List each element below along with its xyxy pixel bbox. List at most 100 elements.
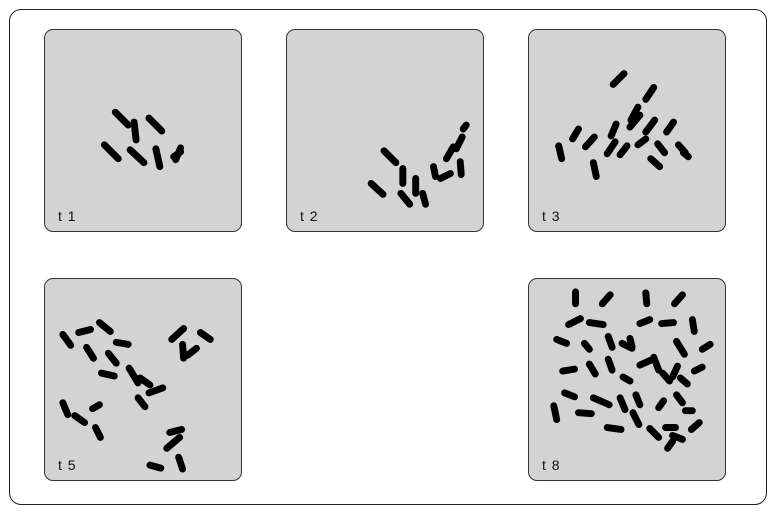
bacterium bbox=[673, 391, 686, 407]
bacterium bbox=[616, 394, 629, 414]
panel-t2: t 2 bbox=[286, 29, 484, 232]
bacterium bbox=[367, 179, 387, 198]
bacterium bbox=[642, 83, 658, 103]
bacterium bbox=[663, 118, 677, 136]
bacterium bbox=[130, 118, 140, 144]
bacterium bbox=[459, 121, 470, 133]
bacterium bbox=[575, 409, 595, 418]
bacteria-colony-t5 bbox=[59, 319, 214, 473]
time-label-t1: t 1 bbox=[58, 208, 77, 224]
bacterium bbox=[629, 409, 643, 429]
bacterium bbox=[604, 355, 616, 374]
bacterium bbox=[607, 120, 620, 140]
bacterium bbox=[626, 334, 636, 350]
bacterium bbox=[97, 369, 118, 380]
bacterium bbox=[603, 138, 619, 158]
bacterium bbox=[125, 364, 142, 387]
bacterium bbox=[112, 338, 132, 348]
bacterium bbox=[184, 344, 200, 359]
bacterium bbox=[196, 329, 214, 343]
bacterium bbox=[646, 425, 663, 441]
bacterium bbox=[397, 189, 414, 208]
bacterium bbox=[647, 155, 664, 171]
panel-t8: t 8 bbox=[528, 278, 726, 481]
time-label-t3: t 3 bbox=[542, 208, 561, 224]
bacterium bbox=[604, 332, 616, 351]
bacterium bbox=[380, 147, 400, 167]
bacterium bbox=[598, 291, 614, 308]
bacterium bbox=[654, 140, 669, 157]
bacterium bbox=[589, 394, 613, 409]
bacteria-colony-t1 bbox=[100, 108, 185, 171]
bacterium bbox=[111, 108, 132, 129]
bacteria-colony-t2 bbox=[367, 121, 470, 208]
bacterium bbox=[92, 424, 104, 441]
bacterium bbox=[636, 316, 654, 328]
bacteria-colony-t8 bbox=[550, 288, 714, 452]
bacterium bbox=[456, 158, 465, 179]
time-label-t5: t 5 bbox=[58, 457, 77, 473]
bacterium bbox=[634, 135, 650, 149]
bacterium bbox=[152, 145, 164, 171]
bacterium bbox=[136, 374, 154, 389]
bacterium bbox=[550, 402, 561, 424]
time-label-t2: t 2 bbox=[300, 208, 319, 224]
bacterium bbox=[642, 289, 651, 308]
bacterium bbox=[166, 426, 186, 436]
bacterium bbox=[632, 391, 644, 409]
panel-t1: t 1 bbox=[44, 29, 242, 232]
bacterium bbox=[676, 374, 691, 388]
bacterium bbox=[650, 353, 663, 374]
bacterium bbox=[134, 394, 149, 411]
bacterium bbox=[589, 159, 600, 180]
bacterium bbox=[585, 360, 599, 378]
bacterium bbox=[553, 335, 571, 347]
panel-t5: t 5 bbox=[44, 278, 242, 481]
bacterium bbox=[636, 356, 655, 369]
bacterium bbox=[146, 461, 165, 472]
bacterium bbox=[581, 133, 598, 151]
bacterium bbox=[179, 340, 188, 362]
bacterium bbox=[452, 133, 466, 153]
bacterium bbox=[655, 397, 668, 412]
bacterium bbox=[419, 189, 430, 208]
bacterium bbox=[430, 163, 439, 180]
bacterium bbox=[442, 143, 457, 163]
bacterium bbox=[659, 369, 674, 385]
bacterium bbox=[658, 319, 677, 328]
bacterium bbox=[83, 343, 97, 362]
bacterium bbox=[89, 401, 103, 413]
bacterium bbox=[616, 142, 631, 159]
bacteria-colony-t3 bbox=[555, 70, 692, 180]
bacterium bbox=[59, 399, 72, 419]
bacterium bbox=[671, 291, 686, 308]
bacterium bbox=[175, 453, 187, 473]
bacterium bbox=[561, 389, 578, 401]
bacterium bbox=[669, 431, 686, 443]
bacterium bbox=[673, 337, 688, 358]
bacterium bbox=[690, 363, 706, 375]
bacterium bbox=[436, 170, 454, 182]
bacterium bbox=[642, 116, 659, 136]
bacterium bbox=[627, 103, 642, 124]
bacterium bbox=[609, 70, 628, 88]
bacterium bbox=[71, 412, 89, 427]
bacterium bbox=[688, 316, 698, 335]
bacterium bbox=[626, 111, 644, 131]
time-label-t8: t 8 bbox=[542, 457, 561, 473]
bacterium bbox=[555, 142, 566, 163]
bacterium bbox=[565, 315, 584, 329]
bacterium bbox=[679, 149, 692, 161]
bacterium bbox=[75, 326, 94, 336]
bacterium bbox=[687, 419, 703, 433]
bacterium bbox=[95, 319, 114, 335]
bacterium bbox=[145, 114, 166, 135]
bacterium bbox=[603, 424, 625, 433]
panel-t3: t 3 bbox=[528, 29, 726, 232]
bacterium bbox=[104, 349, 120, 367]
bacterium bbox=[163, 433, 184, 452]
bacterium bbox=[569, 125, 582, 143]
bacterium bbox=[145, 384, 167, 397]
bacterium bbox=[100, 141, 122, 163]
bacterium bbox=[698, 340, 714, 353]
